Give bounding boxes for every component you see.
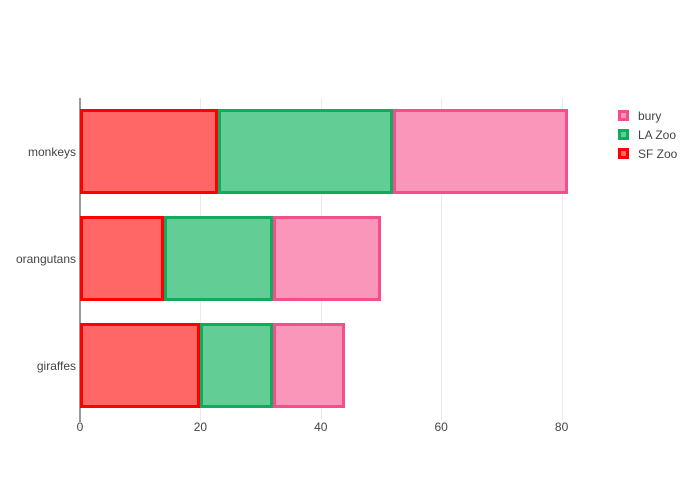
bar-segment-bury-giraffes[interactable] — [272, 323, 345, 408]
bar-segment-bury-orangutans[interactable] — [272, 216, 381, 301]
legend: bury LA Zoo SF Zoo — [618, 106, 677, 163]
x-gridline — [561, 98, 563, 420]
bar-segment-la-zoo-monkeys[interactable] — [218, 109, 394, 194]
y-category-label: monkeys — [27, 144, 76, 159]
legend-label: SF Zoo — [638, 146, 678, 161]
bar-segment-la-zoo-giraffes[interactable] — [200, 323, 273, 408]
y-category-label: giraffes — [36, 358, 76, 373]
x-tick-label: 40 — [314, 420, 328, 434]
legend-label: LA Zoo — [638, 127, 677, 142]
y-category-label: orangutans — [15, 251, 76, 266]
bar-segment-sf-zoo-giraffes[interactable] — [80, 323, 201, 408]
legend-swatch-la-zoo-icon — [618, 129, 629, 140]
bar-segment-la-zoo-orangutans[interactable] — [164, 216, 273, 301]
legend-item-sf-zoo[interactable]: SF Zoo — [618, 144, 677, 163]
legend-swatch-bury-icon — [618, 110, 629, 121]
bar-segment-sf-zoo-orangutans[interactable] — [80, 216, 165, 301]
legend-label: bury — [638, 108, 662, 123]
x-tick-label: 60 — [434, 420, 448, 434]
x-tick-label: 80 — [554, 420, 569, 434]
bar-segment-sf-zoo-monkeys[interactable] — [80, 109, 219, 194]
x-tick-label: 0 — [76, 420, 84, 434]
bar-segment-bury-monkeys[interactable] — [393, 109, 568, 194]
legend-item-bury[interactable]: bury — [618, 106, 677, 125]
x-gridline — [441, 98, 443, 420]
legend-swatch-sf-zoo-icon — [618, 148, 629, 159]
x-tick-label: 20 — [193, 420, 208, 434]
legend-item-la-zoo[interactable]: LA Zoo — [618, 125, 677, 144]
